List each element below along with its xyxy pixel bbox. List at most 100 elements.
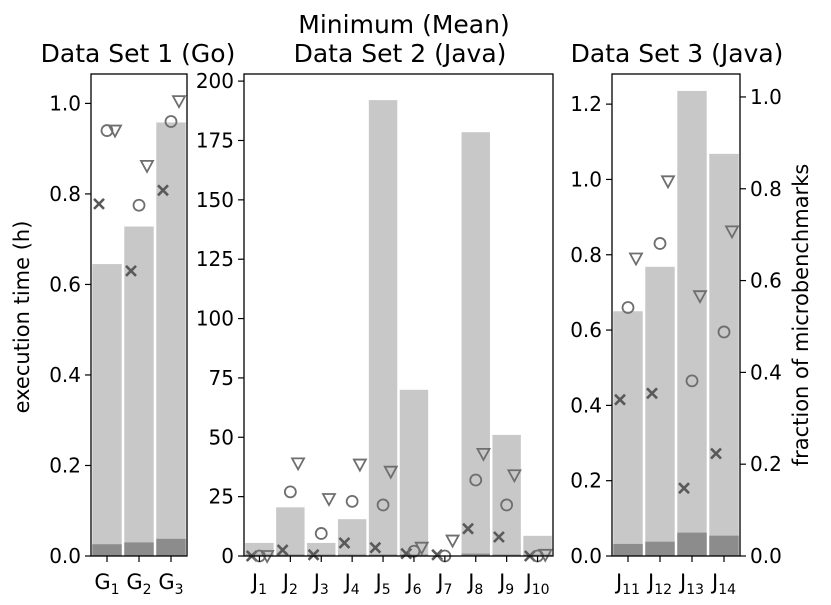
circle-marker <box>653 237 667 250</box>
mean-bar <box>613 311 643 556</box>
x-tick-label: J8 <box>466 570 483 598</box>
triangle-marker <box>352 458 368 473</box>
triangle-marker <box>290 457 306 472</box>
cross-marker <box>462 522 474 535</box>
y-tick-label: 0.6 <box>49 272 81 296</box>
circle-marker <box>164 115 178 128</box>
mean-bar <box>156 122 186 556</box>
cross-marker <box>646 387 658 400</box>
y-tick-label: 100 <box>196 307 234 331</box>
circle-marker <box>345 494 359 508</box>
right-y-tick-label: 0.6 <box>750 269 782 293</box>
minimum-bar <box>337 554 367 556</box>
circle-marker <box>685 374 699 388</box>
mean-bar <box>245 542 274 556</box>
cross-marker <box>276 544 289 556</box>
mean-bar <box>368 100 398 556</box>
x-tick-label: J2 <box>281 570 298 598</box>
y-tick-label: 1.0 <box>570 167 602 191</box>
triangle-marker <box>537 548 553 563</box>
minimum-bar <box>245 554 274 556</box>
mean-bar <box>709 153 739 557</box>
y-tick-label: 0.0 <box>49 544 81 568</box>
y-tick-label: 125 <box>196 247 234 271</box>
right-y-tick-label: 1.0 <box>750 85 782 109</box>
cross-marker <box>338 537 351 549</box>
left-axis-label: execution time (h) <box>10 221 34 414</box>
plot-frame <box>90 73 188 557</box>
minimum-bar <box>92 544 122 556</box>
y-tick-label: 0.2 <box>49 453 81 477</box>
figure-title: Minimum (Mean) <box>298 10 509 39</box>
minimum-bar <box>276 554 305 556</box>
cross-marker <box>710 447 722 460</box>
x-tick-label: J6 <box>404 570 421 598</box>
cross-marker <box>307 548 320 561</box>
circle-marker <box>500 498 514 512</box>
circle-marker <box>132 198 146 212</box>
triangle-marker <box>724 225 740 240</box>
y-tick-label: 0.6 <box>570 318 602 342</box>
panel-1: Data Set 1 (Go) G1 G2 G3 0.0 0.2 0.4 0.6 0.8 1.0 <box>41 39 236 598</box>
minimum-bar <box>461 553 490 556</box>
y-tick-label: 150 <box>196 188 234 212</box>
triangle-marker <box>692 290 708 305</box>
y-tick-label: 0.4 <box>570 393 602 417</box>
x-tick-label: J11 <box>614 570 640 598</box>
triangle-marker <box>475 448 491 462</box>
y-tick-label: 175 <box>196 128 234 152</box>
circle-marker <box>314 527 328 540</box>
y-tick-label: 0.2 <box>570 469 602 493</box>
cross-marker <box>678 482 690 495</box>
triangle-marker <box>660 175 676 190</box>
triangle-marker <box>171 95 187 110</box>
mean-bar <box>523 535 552 556</box>
right-y-tick-label: 0.2 <box>750 452 782 476</box>
y-tick-label: 0.0 <box>570 544 602 568</box>
plot-frame <box>243 73 554 557</box>
x-tick-label: G1 <box>94 570 119 598</box>
x-tick-label: J14 <box>710 570 736 598</box>
minimum-bar <box>492 554 521 556</box>
triangle-marker <box>506 469 522 484</box>
y-tick-label: 200 <box>196 69 234 93</box>
cross-marker <box>493 531 505 543</box>
mean-bar <box>399 389 429 556</box>
cross-marker <box>400 547 413 560</box>
y-tick-label: 25 <box>209 485 234 509</box>
minimum-bar <box>613 543 643 556</box>
triangle-marker <box>107 124 123 139</box>
minimum-bar <box>709 535 739 556</box>
circle-marker <box>717 325 731 339</box>
minimum-bar <box>124 542 154 556</box>
circle-marker <box>621 301 635 314</box>
x-tick-label: J12 <box>646 570 672 598</box>
y-tick-label: 0 <box>221 544 234 568</box>
right-axis-label: fraction of microbenchmarks <box>789 164 813 467</box>
triangle-marker <box>414 541 430 556</box>
mean-bar <box>337 519 367 556</box>
minimum-bar <box>399 554 429 556</box>
y-tick-label: 1.0 <box>49 91 81 115</box>
x-tick-label: J4 <box>343 570 360 598</box>
panel-2: Data Set 2 (Java) J1 J2 J3 J4 J5 J6 J7 J8 J9 J10 0 2… <box>196 39 554 598</box>
minimum-bar <box>645 541 675 556</box>
circle-marker <box>469 473 483 487</box>
mean-bar <box>645 266 675 556</box>
triangle-marker <box>139 159 155 174</box>
x-tick-label: J13 <box>678 570 704 598</box>
circle-marker <box>283 485 297 499</box>
cross-marker <box>157 184 169 197</box>
x-tick-label: J10 <box>524 570 550 598</box>
panel-3-title: Data Set 3 (Java) <box>571 39 784 68</box>
triangle-marker <box>445 534 461 549</box>
mean-bar <box>124 226 154 556</box>
minimum-bar <box>677 532 707 556</box>
right-y-tick-label: 0.4 <box>750 360 782 384</box>
y-tick-label: 0.8 <box>49 182 81 206</box>
cross-marker <box>93 197 105 210</box>
y-tick-label: 0.8 <box>570 243 602 267</box>
minimum-bar <box>368 554 398 556</box>
x-tick-label: G3 <box>158 570 183 598</box>
minimum-bar <box>523 554 552 556</box>
